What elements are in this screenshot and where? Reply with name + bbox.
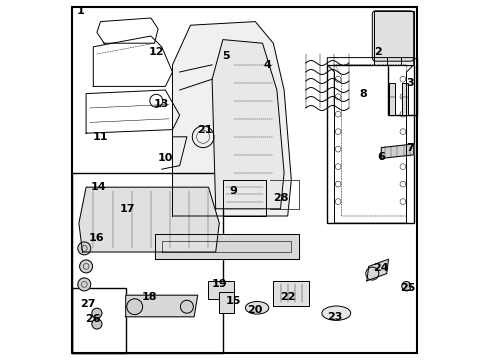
Text: 8: 8 xyxy=(359,89,366,99)
Text: 17: 17 xyxy=(120,204,135,214)
FancyBboxPatch shape xyxy=(371,11,413,61)
Text: 22: 22 xyxy=(279,292,295,302)
Text: 1: 1 xyxy=(77,6,84,16)
Circle shape xyxy=(78,278,91,291)
Circle shape xyxy=(126,299,142,315)
Text: 13: 13 xyxy=(154,99,169,109)
Text: 16: 16 xyxy=(89,233,104,243)
Text: 26: 26 xyxy=(85,314,101,324)
Text: 14: 14 xyxy=(91,182,106,192)
Polygon shape xyxy=(79,187,219,252)
Text: 6: 6 xyxy=(377,152,385,162)
Text: 10: 10 xyxy=(157,153,173,163)
Text: 19: 19 xyxy=(211,279,226,289)
Ellipse shape xyxy=(245,302,268,314)
Polygon shape xyxy=(373,11,413,65)
Polygon shape xyxy=(366,259,387,281)
Bar xyxy=(219,292,233,313)
Text: 27: 27 xyxy=(80,299,96,309)
Bar xyxy=(208,281,233,299)
Circle shape xyxy=(78,242,91,255)
Text: 11: 11 xyxy=(93,132,108,142)
Bar xyxy=(326,65,413,223)
Bar xyxy=(72,173,223,353)
Bar xyxy=(72,288,125,353)
Text: 12: 12 xyxy=(148,47,163,57)
Polygon shape xyxy=(172,22,291,216)
Polygon shape xyxy=(381,144,413,158)
Text: 5: 5 xyxy=(222,51,230,61)
Circle shape xyxy=(92,308,102,318)
Ellipse shape xyxy=(321,306,350,320)
Text: 18: 18 xyxy=(141,292,157,302)
Bar xyxy=(387,58,416,115)
Text: 28: 28 xyxy=(272,193,287,203)
Circle shape xyxy=(92,319,102,329)
Text: 25: 25 xyxy=(400,283,415,293)
Polygon shape xyxy=(212,40,284,209)
Polygon shape xyxy=(125,295,197,317)
Polygon shape xyxy=(154,234,298,259)
Text: 23: 23 xyxy=(326,312,342,322)
Circle shape xyxy=(401,282,410,291)
Text: 9: 9 xyxy=(229,186,237,196)
Text: 20: 20 xyxy=(247,305,263,315)
Text: 2: 2 xyxy=(373,47,381,57)
Text: 15: 15 xyxy=(225,296,241,306)
Text: 3: 3 xyxy=(406,78,413,88)
Text: 4: 4 xyxy=(264,60,271,70)
Circle shape xyxy=(180,300,193,313)
Polygon shape xyxy=(273,281,309,306)
Bar xyxy=(388,83,394,115)
Text: 24: 24 xyxy=(373,263,388,273)
Text: 7: 7 xyxy=(406,143,413,153)
Circle shape xyxy=(80,260,92,273)
Text: 21: 21 xyxy=(197,125,212,135)
Bar xyxy=(401,83,407,115)
